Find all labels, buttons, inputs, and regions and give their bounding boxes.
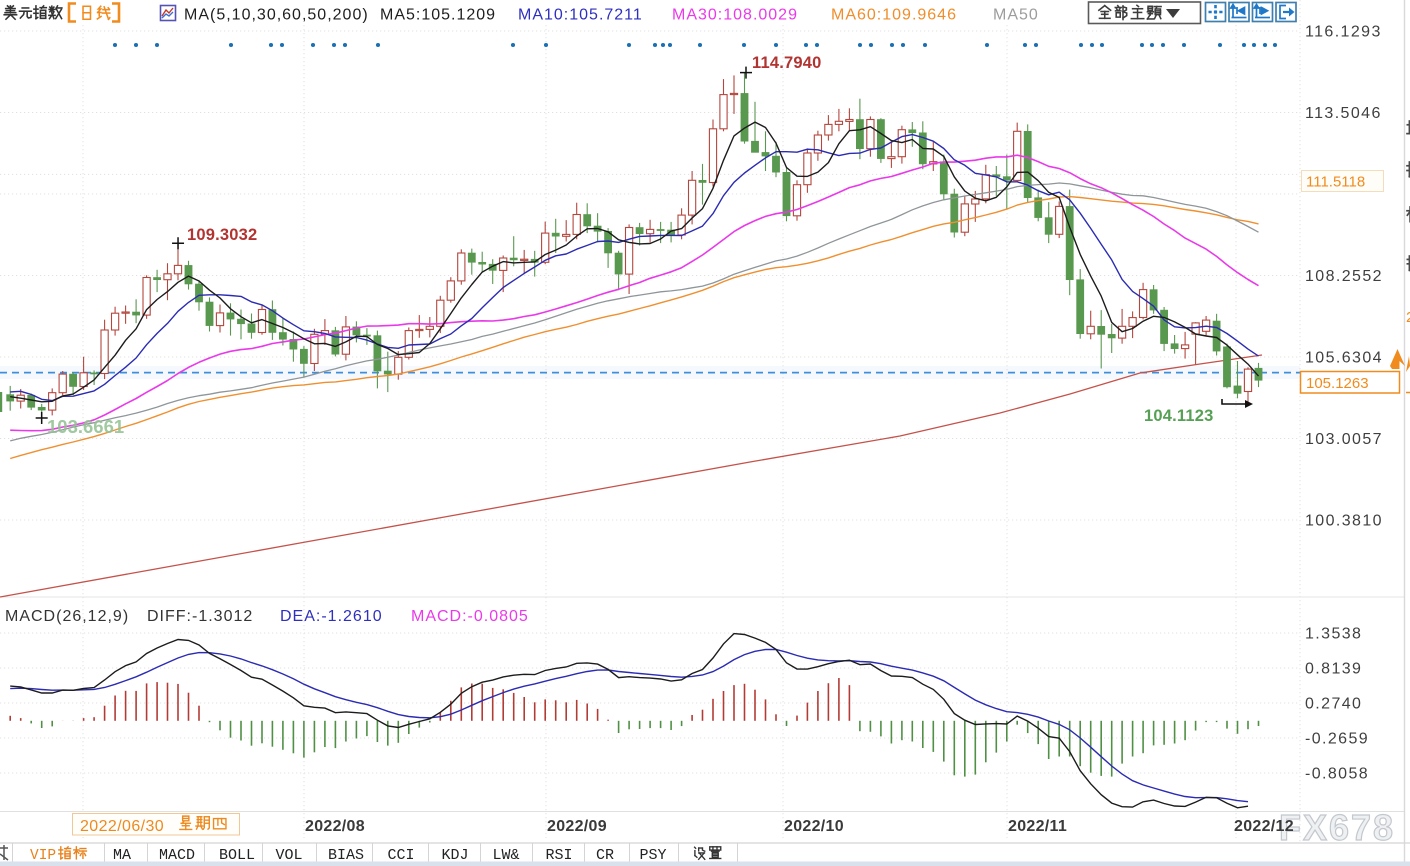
svg-text:105.6304: 105.6304 <box>1305 350 1383 367</box>
svg-text:FX678: FX678 <box>1279 807 1395 848</box>
svg-text:108.2552: 108.2552 <box>1305 268 1383 285</box>
svg-text:MA50: MA50 <box>993 7 1039 24</box>
svg-text:MACD: MACD <box>159 847 195 864</box>
svg-text:VOL: VOL <box>275 847 302 864</box>
svg-text:2022/08: 2022/08 <box>305 818 365 835</box>
svg-text:CCI: CCI <box>387 847 414 864</box>
svg-text:KDJ: KDJ <box>441 847 468 864</box>
svg-text:2: 2 <box>1406 309 1410 326</box>
svg-text:BOLL: BOLL <box>219 847 255 864</box>
svg-text:2022/11: 2022/11 <box>1008 818 1067 835</box>
svg-text:-0.2659: -0.2659 <box>1305 731 1369 748</box>
svg-text:MA: MA <box>113 847 131 864</box>
svg-text:MA(5,10,30,60,50,200): MA(5,10,30,60,50,200) <box>184 7 369 24</box>
svg-text:109.3032: 109.3032 <box>187 226 257 244</box>
svg-text:104.1123: 104.1123 <box>1144 407 1214 425</box>
svg-text:1.3538: 1.3538 <box>1305 626 1362 643</box>
svg-text:DIFF:-1.3012: DIFF:-1.3012 <box>147 608 253 625</box>
svg-text:111.5118: 111.5118 <box>1306 174 1365 191</box>
svg-text:0.2740: 0.2740 <box>1305 696 1362 713</box>
svg-text:MA5:105.1209: MA5:105.1209 <box>380 7 496 24</box>
svg-text:114.7940: 114.7940 <box>752 54 822 72</box>
svg-text:BIAS: BIAS <box>328 847 364 864</box>
svg-text:LW&: LW& <box>492 847 519 864</box>
svg-text:PSY: PSY <box>639 847 666 864</box>
svg-text:-0.8058: -0.8058 <box>1305 766 1369 783</box>
svg-text:113.5046: 113.5046 <box>1305 105 1382 122</box>
svg-text:MA30:108.0029: MA30:108.0029 <box>672 7 798 24</box>
svg-text:103.6661: 103.6661 <box>47 416 124 437</box>
svg-text:VIP: VIP <box>30 848 56 864</box>
svg-text:MA60:109.9646: MA60:109.9646 <box>831 7 957 24</box>
svg-text:CR: CR <box>596 847 614 864</box>
svg-text:2022/10: 2022/10 <box>784 818 844 835</box>
svg-text:2022/09: 2022/09 <box>547 818 607 835</box>
svg-text:103.0057: 103.0057 <box>1305 431 1383 448</box>
svg-text:100.3810: 100.3810 <box>1305 513 1383 530</box>
svg-text:116.1293: 116.1293 <box>1305 24 1382 41</box>
svg-text:MA10:105.7211: MA10:105.7211 <box>518 7 643 24</box>
svg-text:RSI: RSI <box>545 847 572 864</box>
svg-text:MACD:-0.0805: MACD:-0.0805 <box>411 608 529 625</box>
svg-text:2022/12: 2022/12 <box>1234 818 1294 835</box>
svg-text:DEA:-1.2610: DEA:-1.2610 <box>280 608 383 625</box>
svg-text:105.1263: 105.1263 <box>1306 375 1369 392</box>
svg-text:0.8139: 0.8139 <box>1305 661 1362 678</box>
svg-text:2022/06/30: 2022/06/30 <box>80 818 164 835</box>
svg-text:MACD(26,12,9): MACD(26,12,9) <box>5 608 129 625</box>
